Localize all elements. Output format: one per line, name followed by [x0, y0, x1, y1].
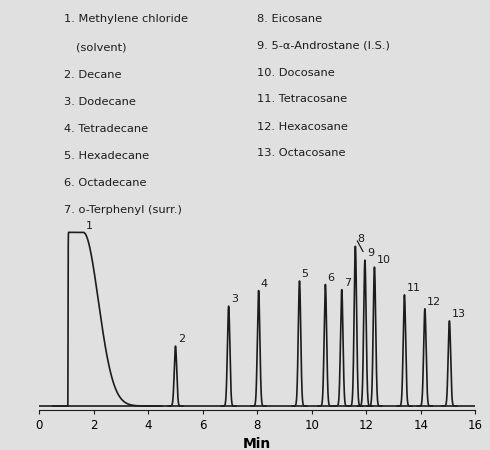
Text: 13: 13 [452, 309, 466, 319]
Text: 8: 8 [358, 234, 365, 244]
Text: 8. Eicosane: 8. Eicosane [257, 14, 322, 23]
Text: 4. Tetradecane: 4. Tetradecane [64, 124, 148, 134]
Text: 5. Hexadecane: 5. Hexadecane [64, 151, 149, 161]
Text: 1: 1 [86, 220, 93, 230]
Text: 6. Octadecane: 6. Octadecane [64, 178, 146, 188]
Text: 5: 5 [302, 269, 309, 279]
Text: 10. Docosane: 10. Docosane [257, 68, 335, 77]
Text: 10: 10 [377, 255, 391, 266]
Text: 2. Decane: 2. Decane [64, 70, 121, 80]
X-axis label: Min: Min [243, 437, 271, 450]
Text: 11: 11 [407, 283, 420, 293]
Text: 7: 7 [344, 278, 351, 288]
Text: 12: 12 [427, 297, 441, 307]
Text: 13. Octacosane: 13. Octacosane [257, 148, 346, 158]
Text: 9: 9 [367, 248, 374, 258]
Text: 11. Tetracosane: 11. Tetracosane [257, 94, 347, 104]
Text: 1. Methylene chloride: 1. Methylene chloride [64, 14, 188, 23]
Text: (solvent): (solvent) [76, 43, 126, 53]
Text: 6: 6 [328, 273, 335, 283]
Text: 3. Dodecane: 3. Dodecane [64, 97, 136, 107]
Text: 3: 3 [231, 294, 238, 304]
Text: 4: 4 [261, 279, 268, 289]
Text: 7. o-Terphenyl (surr.): 7. o-Terphenyl (surr.) [64, 205, 182, 215]
Text: 9. 5-α-Androstane (I.S.): 9. 5-α-Androstane (I.S.) [257, 40, 390, 50]
Text: 2: 2 [178, 334, 185, 344]
Text: 12. Hexacosane: 12. Hexacosane [257, 122, 348, 131]
